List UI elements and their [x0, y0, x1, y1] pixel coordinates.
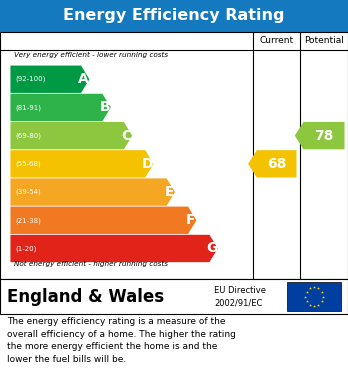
Text: (55-68): (55-68)	[15, 161, 41, 167]
Bar	[287, 282, 341, 311]
Text: E: E	[165, 185, 174, 199]
Text: (39-54): (39-54)	[15, 189, 41, 196]
Polygon shape	[10, 235, 218, 262]
Bar	[0, 0, 348, 32]
Text: (81-91): (81-91)	[15, 104, 41, 111]
Polygon shape	[248, 150, 296, 178]
Text: C: C	[121, 129, 132, 143]
Polygon shape	[10, 206, 196, 234]
Text: Potential: Potential	[304, 36, 344, 45]
Polygon shape	[10, 94, 111, 121]
Text: EU Directive
2002/91/EC: EU Directive 2002/91/EC	[214, 286, 266, 307]
Text: F: F	[186, 213, 195, 227]
Polygon shape	[10, 66, 89, 93]
Polygon shape	[295, 122, 345, 149]
Text: Not energy efficient - higher running costs: Not energy efficient - higher running co…	[14, 261, 168, 267]
Text: The energy efficiency rating is a measure of the
overall efficiency of a home. T: The energy efficiency rating is a measur…	[7, 317, 236, 364]
Text: G: G	[206, 242, 218, 255]
Text: 78: 78	[314, 129, 334, 143]
Text: (92-100): (92-100)	[15, 76, 46, 83]
Text: Current: Current	[260, 36, 294, 45]
Bar	[0, 279, 348, 314]
Text: (69-80): (69-80)	[15, 133, 41, 139]
Text: Very energy efficient - lower running costs: Very energy efficient - lower running co…	[14, 52, 168, 58]
Polygon shape	[10, 178, 175, 206]
Text: A: A	[78, 72, 89, 86]
Text: D: D	[142, 157, 153, 171]
Polygon shape	[10, 122, 132, 149]
Text: 68: 68	[267, 157, 286, 171]
Polygon shape	[10, 150, 153, 178]
Bar	[0, 32, 348, 279]
Text: Energy Efficiency Rating: Energy Efficiency Rating	[63, 9, 285, 23]
Text: England & Wales: England & Wales	[7, 287, 164, 305]
Text: (21-38): (21-38)	[15, 217, 41, 224]
Text: B: B	[100, 100, 110, 115]
Text: (1-20): (1-20)	[15, 245, 37, 252]
